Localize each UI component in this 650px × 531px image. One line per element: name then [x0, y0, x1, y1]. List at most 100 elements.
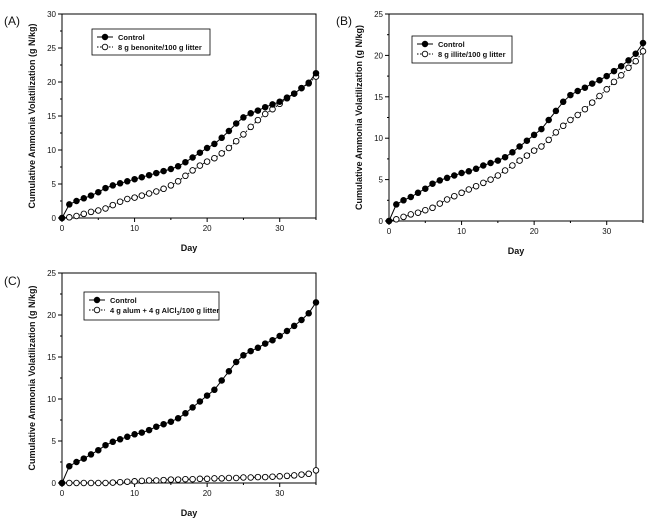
x-axis-label: Day [181, 508, 198, 518]
data-point-control [290, 322, 298, 330]
legend-entry: Control [438, 40, 465, 49]
data-point-treatment [182, 172, 189, 180]
data-point-treatment [218, 150, 225, 157]
data-point-control [203, 144, 211, 152]
data-point-treatment [567, 116, 574, 124]
series-line-treatment [61, 76, 317, 219]
y-tick-label: 0 [379, 217, 384, 226]
data-point-treatment [225, 144, 233, 152]
data-point-treatment [552, 129, 560, 136]
data-point-control [225, 368, 233, 375]
data-point-control [472, 165, 480, 173]
x-tick-label: 10 [130, 489, 139, 498]
data-point-control [407, 193, 415, 201]
data-point-treatment [138, 477, 146, 485]
data-point-treatment [131, 194, 138, 201]
data-point-treatment [131, 478, 138, 485]
data-point-control [225, 127, 233, 135]
data-point-treatment [182, 475, 189, 483]
data-point-control [189, 404, 196, 411]
data-point-control [124, 433, 131, 441]
legend-marker [101, 43, 109, 51]
data-point-treatment [153, 188, 160, 195]
data-point-treatment [400, 213, 407, 221]
legend-entry: Control [118, 33, 145, 42]
data-point-control [240, 352, 247, 359]
data-point-treatment [290, 472, 298, 479]
data-point-treatment [472, 182, 480, 190]
data-point-control [203, 392, 211, 399]
data-point-control [138, 429, 146, 436]
data-point-control [530, 131, 538, 139]
data-point-control [283, 327, 291, 335]
data-point-treatment [95, 207, 102, 214]
data-point-control [414, 189, 422, 197]
data-point-control [211, 386, 218, 394]
data-point-treatment [393, 216, 400, 223]
data-point-treatment [559, 122, 567, 130]
data-point-treatment [211, 475, 218, 482]
data-point-treatment [588, 99, 596, 106]
legend-marker [93, 306, 101, 314]
data-point-control [102, 441, 109, 449]
data-point-treatment [254, 473, 262, 481]
data-point-control [153, 423, 160, 430]
y-tick-label: 15 [47, 353, 56, 362]
data-point-treatment [625, 64, 632, 72]
data-point-treatment [254, 116, 262, 124]
data-point-control [480, 162, 487, 169]
data-point-control [247, 347, 254, 355]
data-point-control [58, 214, 66, 222]
data-point-control [465, 168, 473, 175]
data-point-treatment [429, 204, 436, 212]
y-tick-label: 20 [374, 51, 383, 60]
data-point-treatment [153, 477, 160, 484]
data-point-control [487, 159, 494, 167]
legend-entry-text: Control [438, 40, 465, 49]
data-point-treatment [407, 211, 415, 218]
data-point-control [269, 336, 276, 344]
chart-panel-a: (A) 0 10 20 30 0 5 10 15 20 25 30 Day Cumulative Ammo… [4, 10, 320, 253]
legend-entry-text: Control [118, 33, 145, 42]
legend-marker [93, 296, 101, 304]
data-point-control [189, 154, 196, 161]
data-point-treatment [109, 201, 117, 209]
chart-panel-c: (C) 0 10 20 30 0 5 10 15 20 25 Day Cumulative Ammoni… [4, 269, 320, 518]
data-point-control [443, 174, 451, 182]
legend-entry: 8 g illite/100 g litter [438, 50, 506, 59]
data-point-treatment [218, 475, 225, 482]
data-point-treatment [124, 478, 131, 485]
y-tick-label: 25 [47, 44, 56, 53]
data-point-control [218, 134, 225, 142]
data-point-control [80, 455, 88, 462]
data-point-treatment [632, 57, 639, 65]
x-tick-label: 0 [60, 224, 65, 233]
data-point-control [240, 114, 247, 121]
data-point-control [494, 157, 502, 164]
series-line-control [388, 42, 644, 222]
data-point-treatment [465, 186, 473, 193]
y-axis-label: Cumulative Ammonia Volatilization (g N/k… [27, 23, 37, 208]
y-tick-label: 20 [47, 311, 56, 320]
data-point-control [167, 165, 175, 173]
data-point-control [290, 90, 298, 97]
data-point-treatment [610, 78, 618, 86]
data-point-control [102, 184, 109, 192]
data-point-control [451, 172, 458, 179]
data-point-treatment [523, 152, 531, 159]
data-point-control [131, 431, 138, 438]
data-point-treatment [298, 471, 305, 478]
y-axis-label: Cumulative Ammonia Volatilization (g N/k… [27, 285, 37, 470]
data-point-control [153, 169, 160, 177]
data-point-control [145, 171, 153, 179]
data-point-control [298, 316, 305, 324]
data-point-treatment [203, 158, 211, 165]
data-point-control [95, 188, 102, 196]
panel-label: (B) [336, 14, 352, 28]
data-point-control [254, 107, 262, 114]
data-point-treatment [73, 212, 80, 220]
data-point-control [160, 420, 167, 428]
data-point-treatment [240, 131, 247, 138]
data-point-control [385, 217, 393, 225]
